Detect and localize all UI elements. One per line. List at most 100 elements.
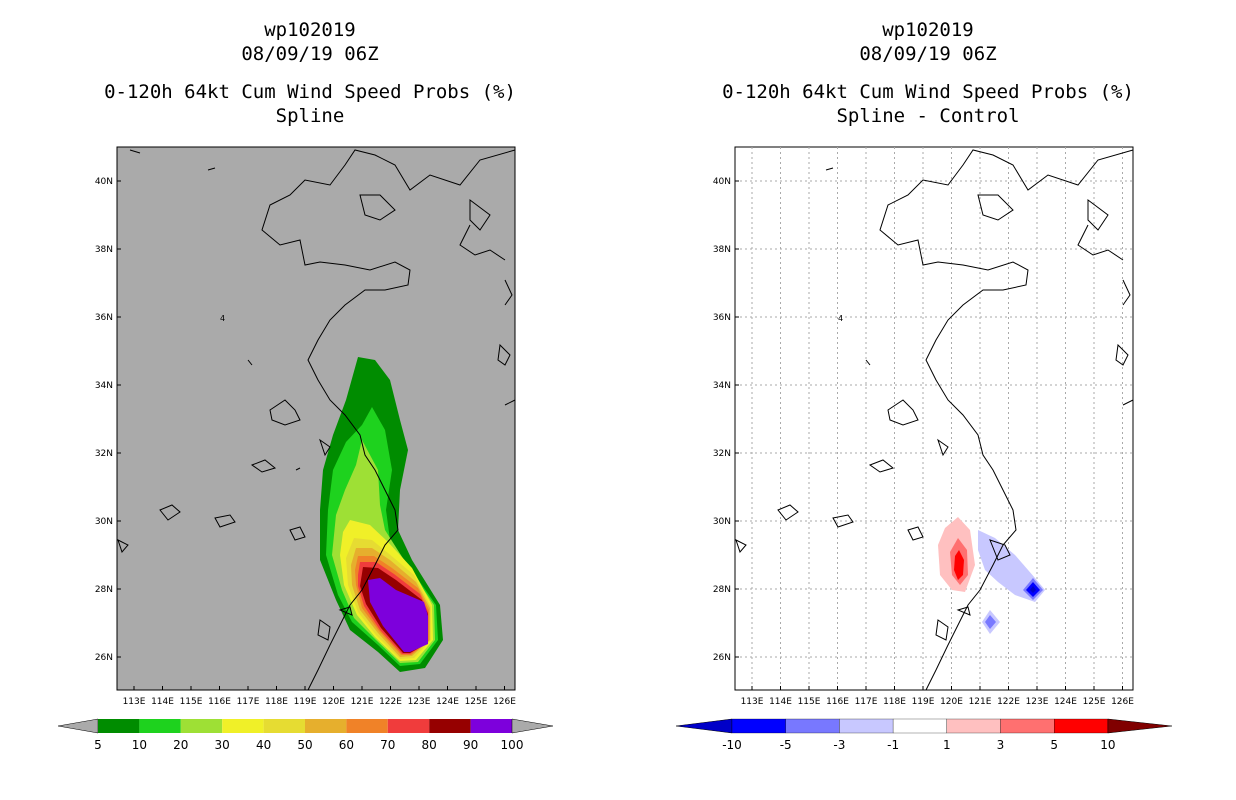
right-lon-axis: 113E 114E 115E 116E 117E 118E 119E 120E 121E 122E… (741, 686, 1134, 707)
left-cbar-label: 40 (256, 738, 271, 752)
right-island-label: 4 (838, 314, 843, 323)
right-cbar-segment (731, 718, 786, 734)
diff-positive-5 (954, 550, 964, 580)
left-lon-label: 117E (237, 697, 260, 707)
right-lon-label: 114E (769, 697, 792, 707)
left-lon-label: 122E (379, 697, 402, 707)
left-cbar-segment (180, 719, 223, 733)
left-cbar-segment (98, 719, 140, 733)
right-cbar-label: -3 (833, 738, 845, 752)
right-lat-label: 28N (713, 585, 731, 595)
left-cbar-segment (346, 719, 388, 733)
left-subtitle: Spline (275, 105, 345, 127)
left-cbar-segment (139, 719, 181, 733)
right-lat-label: 34N (713, 381, 731, 391)
left-cbar-label: 60 (339, 738, 354, 752)
right-datetime: 08/09/19 06Z (859, 43, 997, 65)
right-lat-label: 32N (713, 449, 731, 459)
left-cbar-segment (387, 719, 430, 733)
swath-band-90 (368, 578, 428, 652)
diff-negative-3b (985, 615, 996, 629)
right-lon-label: 115E (798, 697, 821, 707)
left-lon-label: 125E (465, 697, 488, 707)
right-difference-field (938, 517, 1045, 634)
right-panel-title: wp102019 08/09/19 06Z 0-120h 64kt Cum Wi… (648, 18, 1208, 128)
left-storm-id: wp102019 (264, 19, 356, 41)
diff-negative-10 (1030, 586, 1036, 593)
right-cbar-label: -5 (780, 738, 792, 752)
right-lat-label: 40N (713, 177, 731, 187)
left-colorbar: 5 10 20 30 40 50 60 70 80 90 100 (57, 718, 554, 752)
right-lon-label: 113E (741, 697, 764, 707)
right-cbar-segment (892, 718, 947, 734)
left-cbar-label: 90 (463, 738, 478, 752)
left-lat-label: 32N (95, 449, 113, 459)
left-product: 0-120h 64kt Cum Wind Speed Probs (%) (104, 81, 516, 103)
right-cbar-label: -1 (887, 738, 899, 752)
left-lat-label: 38N (95, 245, 113, 255)
right-product: 0-120h 64kt Cum Wind Speed Probs (%) (722, 81, 1134, 103)
right-cbar-label: 10 (1100, 738, 1115, 752)
left-lon-label: 114E (151, 697, 174, 707)
left-cbar-label: 10 (132, 738, 147, 752)
left-lon-label: 121E (351, 697, 374, 707)
right-lon-label: 117E (855, 697, 878, 707)
right-storm-id: wp102019 (882, 19, 974, 41)
right-cbar-segment (1054, 718, 1109, 734)
right-map-background (734, 146, 1134, 691)
right-cbar-segment (1000, 718, 1055, 734)
right-lon-label: 125E (1083, 697, 1106, 707)
left-cbar-segment (429, 719, 471, 733)
right-lon-label: 118E (883, 697, 906, 707)
right-cbar-label: 5 (1050, 738, 1058, 752)
left-cbar-label: 30 (215, 738, 230, 752)
left-lon-label: 120E (322, 697, 345, 707)
right-cbar-label: 3 (997, 738, 1005, 752)
right-lat-axis: 40N 38N 36N 34N 32N 30N 28N 26N (713, 177, 739, 663)
left-coastline (117, 149, 516, 691)
left-map-background (116, 146, 516, 691)
left-lon-axis: 113E 114E 115E 116E 117E 118E 119E 120E 121E 122E… (123, 686, 516, 707)
left-panel-title: wp102019 08/09/19 06Z 0-120h 64kt Cum Wi… (30, 18, 590, 128)
right-cbar-label: -10 (722, 738, 742, 752)
right-lat-label: 38N (713, 245, 731, 255)
right-lon-label: 124E (1054, 697, 1077, 707)
left-lat-axis: 40N 38N 36N 34N 32N 30N 28N 26N (95, 177, 121, 663)
left-cbar-label: 70 (380, 738, 395, 752)
left-lat-label: 28N (95, 585, 113, 595)
right-lon-label: 119E (912, 697, 935, 707)
right-coastline (735, 149, 1134, 691)
left-lon-label: 116E (208, 697, 231, 707)
left-cbar-label: 80 (422, 738, 437, 752)
left-cbar-segment (222, 719, 264, 733)
right-lat-label: 36N (713, 313, 731, 323)
left-cbar-label: 100 (501, 738, 524, 752)
left-cbar-label: 5 (94, 738, 102, 752)
left-cbar-low-arrow (57, 718, 99, 734)
right-lon-label: 122E (997, 697, 1020, 707)
right-cbar-high-arrow (1107, 718, 1173, 734)
left-lon-label: 115E (180, 697, 203, 707)
left-lat-label: 36N (95, 313, 113, 323)
left-lon-label: 113E (123, 697, 146, 707)
left-lat-label: 30N (95, 517, 113, 527)
right-cbar-low-arrow (675, 718, 733, 734)
left-probability-swath (320, 357, 443, 672)
right-lon-label: 121E (969, 697, 992, 707)
right-colorbar: -10 -5 -3 -1 1 3 5 10 (675, 718, 1173, 752)
left-cbar-segment (305, 719, 347, 733)
left-lon-label: 118E (265, 697, 288, 707)
left-cbar-segment (263, 719, 305, 733)
left-cbar-label: 20 (173, 738, 188, 752)
right-gridlines (735, 147, 1133, 690)
left-island-label: 4 (220, 314, 225, 323)
left-lat-label: 34N (95, 381, 113, 391)
left-lon-label: 123E (408, 697, 431, 707)
left-datetime: 08/09/19 06Z (241, 43, 379, 65)
left-lon-label: 124E (436, 697, 459, 707)
left-lon-label: 119E (294, 697, 317, 707)
left-lat-label: 26N (95, 653, 113, 663)
left-cbar-high-arrow (511, 718, 554, 734)
